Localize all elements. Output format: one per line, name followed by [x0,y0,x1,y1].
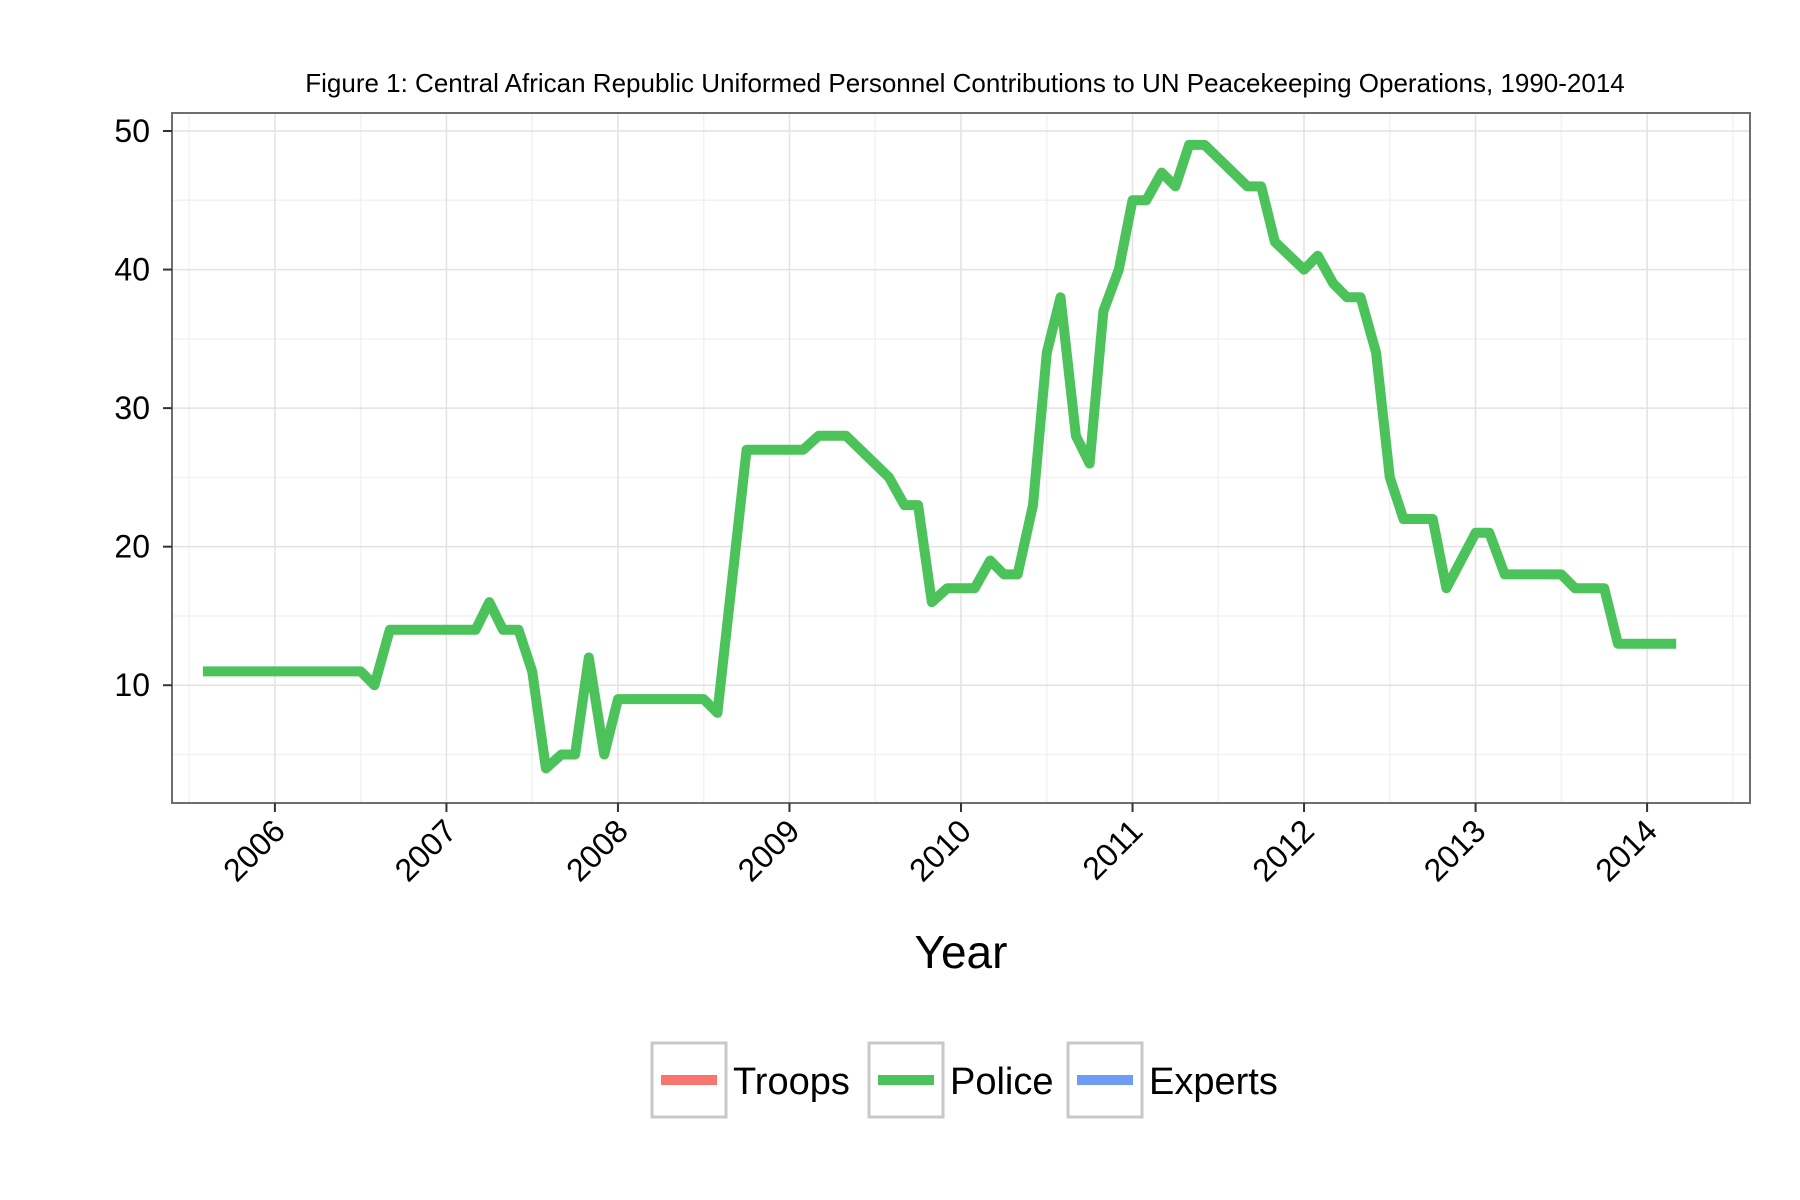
y-tick-label: 40 [114,252,150,288]
y-axis: 10 20 30 40 50 [114,113,172,703]
legend-item-police: Police [867,1041,1054,1119]
legend-label: Experts [1149,1061,1278,1103]
y-tick-label: 50 [114,113,150,149]
series-line-police [202,139,1677,774]
chart-title: Figure 1: Central African Republic Unifo… [305,68,1625,98]
legend-label: Police [950,1061,1054,1103]
legend-item-experts: Experts [1066,1041,1278,1119]
grid-major [172,113,1750,803]
legend-label: Troops [733,1061,850,1103]
y-tick-label: 20 [114,529,150,565]
legend: Troops Police Experts [650,1041,1278,1119]
y-tick-label: 10 [114,667,150,703]
series-layer [202,139,1677,774]
legend-item-troops: Troops [650,1041,850,1119]
x-axis-title: Year [915,926,1008,978]
y-tick-label: 30 [114,390,150,426]
